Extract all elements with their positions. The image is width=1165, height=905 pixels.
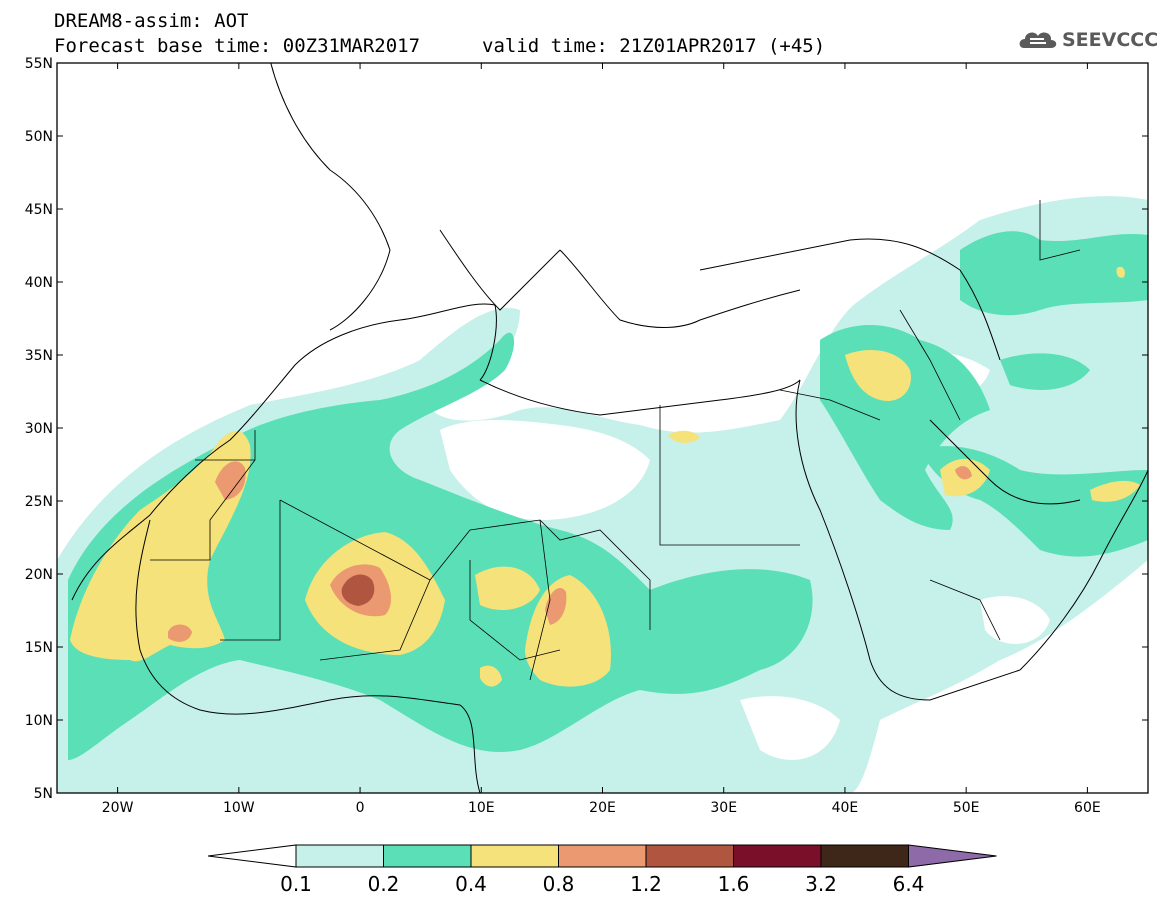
colorbar-segment	[470, 844, 559, 868]
colorbar-segment	[733, 844, 822, 868]
colorbar: 0.1 0.2 0.4 0.8 1.2 1.6 3.2 6.4	[207, 844, 997, 896]
lon-tick-label: 60E	[1074, 800, 1101, 816]
logo-text: SEEVCCC	[1062, 29, 1159, 51]
coastlines	[71, 63, 1148, 793]
colorbar-segment	[558, 844, 647, 868]
colorbar-under-arrow	[207, 844, 297, 868]
lon-tick-label: 20E	[589, 800, 616, 816]
lat-tick-label: 20N	[25, 567, 53, 583]
colorbar-label: 3.2	[805, 872, 837, 896]
lon-tick-label: 10E	[468, 800, 495, 816]
latitude-axis: 55N 50N 45N 40N 35N 30N 25N 20N 15N 10N 5N	[25, 56, 1148, 802]
colorbar-label: 0.8	[543, 872, 575, 896]
lat-tick-label: 40N	[25, 275, 53, 291]
lon-tick-label: 50E	[953, 800, 980, 816]
lon-tick-label: 10W	[223, 800, 255, 816]
colorbar-label: 1.2	[630, 872, 662, 896]
lat-tick-label: 10N	[25, 713, 53, 729]
colorbar-label: 6.4	[893, 872, 925, 896]
lat-tick-label: 45N	[25, 202, 53, 218]
colorbar-segment	[645, 844, 734, 868]
lat-tick-label: 35N	[25, 348, 53, 364]
map-title: DREAM8-assim: AOT	[54, 10, 249, 32]
longitude-axis: 20W 10W 0 10E 20E 30E 40E 50E 60E	[102, 63, 1101, 816]
lat-tick-label: 25N	[25, 494, 53, 510]
lon-tick-label: 40E	[832, 800, 859, 816]
cloud-logo-icon	[1019, 32, 1057, 48]
colorbar-label: 0.1	[280, 872, 312, 896]
lat-tick-label: 15N	[25, 640, 53, 656]
lon-tick-label: 20W	[102, 800, 134, 816]
forecast-base-time: Forecast base time: 00Z31MAR2017	[54, 35, 421, 57]
aot-level-0.8	[168, 461, 972, 642]
lat-tick-label: 55N	[25, 56, 53, 72]
lat-tick-label: 5N	[34, 786, 53, 802]
valid-time: valid time: 21Z01APR2017 (+45)	[482, 35, 826, 57]
colorbar-segment	[383, 844, 472, 868]
lat-tick-label: 50N	[25, 129, 53, 145]
aot-field	[57, 196, 1148, 793]
colorbar-label: 1.6	[718, 872, 750, 896]
colorbar-segment	[295, 844, 384, 868]
lon-tick-label: 30E	[710, 800, 737, 816]
lon-tick-label: 0	[356, 800, 365, 816]
country-borders	[150, 200, 1081, 681]
colorbar-segment	[820, 844, 909, 868]
colorbar-over-arrow	[908, 844, 997, 868]
aot-level-1.2	[341, 574, 375, 606]
lat-tick-label: 30N	[25, 421, 53, 437]
colorbar-label: 0.2	[368, 872, 400, 896]
colorbar-label: 0.4	[455, 872, 487, 896]
